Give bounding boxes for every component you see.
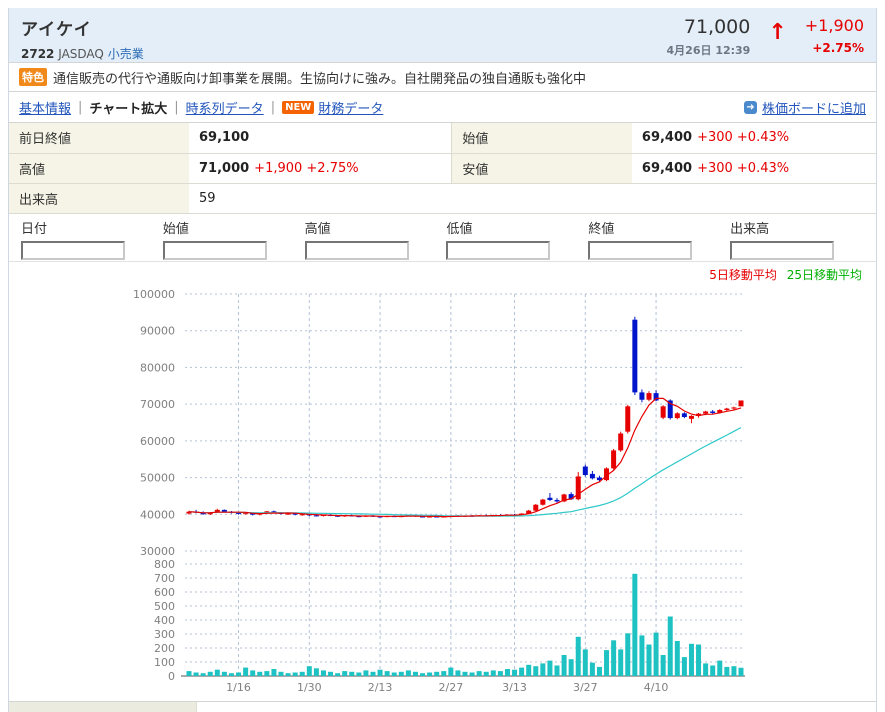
price-block: 71,000 4月26日 12:39 (667, 16, 751, 58)
current-price: 71,000 (683, 16, 751, 38)
price-area: 71,000 4月26日 12:39 ↑ +1,900 +2.75% (667, 15, 864, 58)
legend-ma25: 25日移動平均 (786, 267, 862, 282)
fragment-label-cell (9, 701, 197, 712)
tab-separator: | (174, 99, 179, 115)
data-entry-row: 日付 始値 高値 低値 終値 出来高 (9, 214, 876, 262)
low-input[interactable] (446, 241, 551, 260)
svg-text:100: 100 (154, 656, 175, 669)
stock-market: JASDAQ (58, 47, 104, 61)
entry-col-volume: 出来高 (730, 218, 872, 260)
feature-badge: 特色 (19, 68, 47, 86)
close-field-label: 終値 (588, 221, 615, 237)
price-change: +1,900 (804, 16, 864, 35)
quote-datetime: 4月26日 12:39 (666, 44, 751, 57)
stock-code-line: 2722 JASDAQ 小売業 (21, 45, 144, 62)
stock-chart: 1000009000080000700006000050000400003000… (133, 288, 745, 694)
svg-text:40000: 40000 (140, 508, 175, 521)
volume-label: 出来高 (9, 183, 189, 214)
tab-basic-info[interactable]: 基本情報 (19, 101, 72, 117)
svg-text:400: 400 (154, 614, 175, 627)
open-input[interactable] (162, 241, 267, 260)
table-row: 前日終値 69,100 始値 69,400 +300 +0.43% (9, 123, 876, 154)
up-arrow-icon: ↑ (768, 20, 787, 45)
low-field-label: 低値 (446, 221, 473, 237)
date-input[interactable] (21, 241, 125, 260)
board-link-area: ➜ 株価ボードに追加 (743, 98, 866, 117)
volume-value: 59 (189, 183, 876, 214)
high-field-label: 高値 (304, 221, 331, 237)
svg-text:0: 0 (168, 670, 175, 683)
tab-bar: 基本情報 | チャート拡大 | 時系列データ | NEW 財務データ ➜ 株価ボ… (9, 92, 876, 123)
svg-text:3/27: 3/27 (573, 681, 598, 694)
feature-text: 通信販売の代行や通販向け卸事業を展開。生協向けに強み。自社開発品の独自通販も強化… (53, 71, 587, 87)
svg-text:100000: 100000 (133, 288, 175, 301)
chart-legend: 5日移動平均 25日移動平均 (9, 262, 876, 284)
high-value: 71,000 +1,900 +2.75% (189, 153, 453, 184)
legend-ma5: 5日移動平均 (709, 267, 777, 282)
stock-header: アイケイ 2722 JASDAQ 小売業 71,000 4月26日 12:39 … (9, 8, 876, 62)
svg-text:800: 800 (154, 558, 175, 571)
quote-summary-table: 前日終値 69,100 始値 69,400 +300 +0.43% 高値 71,0… (9, 123, 876, 214)
new-badge: NEW (282, 100, 315, 114)
svg-text:2/27: 2/27 (438, 681, 463, 694)
stock-name: アイケイ (21, 20, 92, 40)
tab-chart-expand[interactable]: チャート拡大 (89, 101, 168, 117)
next-table-fragment (9, 700, 876, 712)
svg-text:80000: 80000 (140, 361, 175, 374)
entry-col-open: 始値 (162, 218, 305, 260)
high-label: 高値 (9, 153, 189, 184)
arrow-right-icon: ➜ (743, 100, 757, 114)
content: アイケイ 2722 JASDAQ 小売業 71,000 4月26日 12:39 … (8, 8, 877, 712)
svg-text:2/13: 2/13 (368, 681, 393, 694)
entry-col-close: 終値 (588, 218, 730, 260)
tab-time-series[interactable]: 時系列データ (185, 101, 264, 117)
svg-text:4/10: 4/10 (644, 681, 669, 694)
entry-col-high: 高値 (304, 218, 447, 260)
close-input[interactable] (588, 241, 693, 260)
svg-text:1/16: 1/16 (226, 681, 251, 694)
svg-text:200: 200 (154, 642, 175, 655)
svg-text:30000: 30000 (140, 545, 175, 558)
price-change-percent: +2.75% (812, 41, 864, 55)
volume-input[interactable] (730, 241, 835, 260)
svg-text:90000: 90000 (140, 324, 175, 337)
open-value: 69,400 +300 +0.43% (631, 123, 876, 154)
volume-field-label: 出来高 (730, 221, 770, 237)
high-input[interactable] (304, 241, 409, 260)
add-to-board-link[interactable]: 株価ボードに追加 (761, 101, 866, 117)
change-block: +1,900 +2.75% (805, 16, 864, 55)
stock-identity: アイケイ 2722 JASDAQ 小売業 (21, 15, 144, 61)
svg-text:60000: 60000 (140, 434, 175, 447)
svg-text:50000: 50000 (140, 471, 175, 484)
stock-code: 2722 (21, 47, 55, 61)
open-field-label: 始値 (162, 221, 189, 237)
table-row: 高値 71,000 +1,900 +2.75% 安値 69,400 +300 +0.… (9, 153, 876, 184)
svg-text:700: 700 (154, 572, 175, 585)
tab-financial-data[interactable]: 財務データ (318, 101, 384, 117)
chart-area: 100000 90000 80000 70000 60000 50000 40000 3000… (9, 284, 876, 701)
date-field-label: 日付 (21, 221, 48, 237)
low-label: 安値 (451, 153, 632, 184)
tab-separator: | (78, 99, 83, 115)
low-value: 69,400 +300 +0.43% (631, 153, 876, 184)
table-row: 出来高 59 (9, 183, 876, 214)
prev-close-label: 前日終値 (9, 123, 189, 154)
entry-col-low: 低値 (446, 218, 588, 260)
entry-col-date: 日付 (21, 218, 163, 260)
tab-separator: | (270, 99, 276, 115)
fragment-value-cell (197, 701, 876, 712)
feature-row: 特色 通信販売の代行や通販向け卸事業を展開。生協向けに強み。自社開発品の独自通販… (9, 62, 876, 92)
prev-close-value: 69,100 (189, 123, 453, 154)
open-label: 始値 (451, 123, 632, 154)
svg-text:500: 500 (154, 600, 175, 613)
svg-text:1/30: 1/30 (297, 681, 322, 694)
industry-link[interactable]: 小売業 (107, 47, 144, 61)
svg-text:300: 300 (154, 628, 175, 641)
svg-text:600: 600 (154, 586, 175, 599)
svg-text:70000: 70000 (140, 398, 175, 411)
svg-text:3/13: 3/13 (502, 681, 527, 694)
